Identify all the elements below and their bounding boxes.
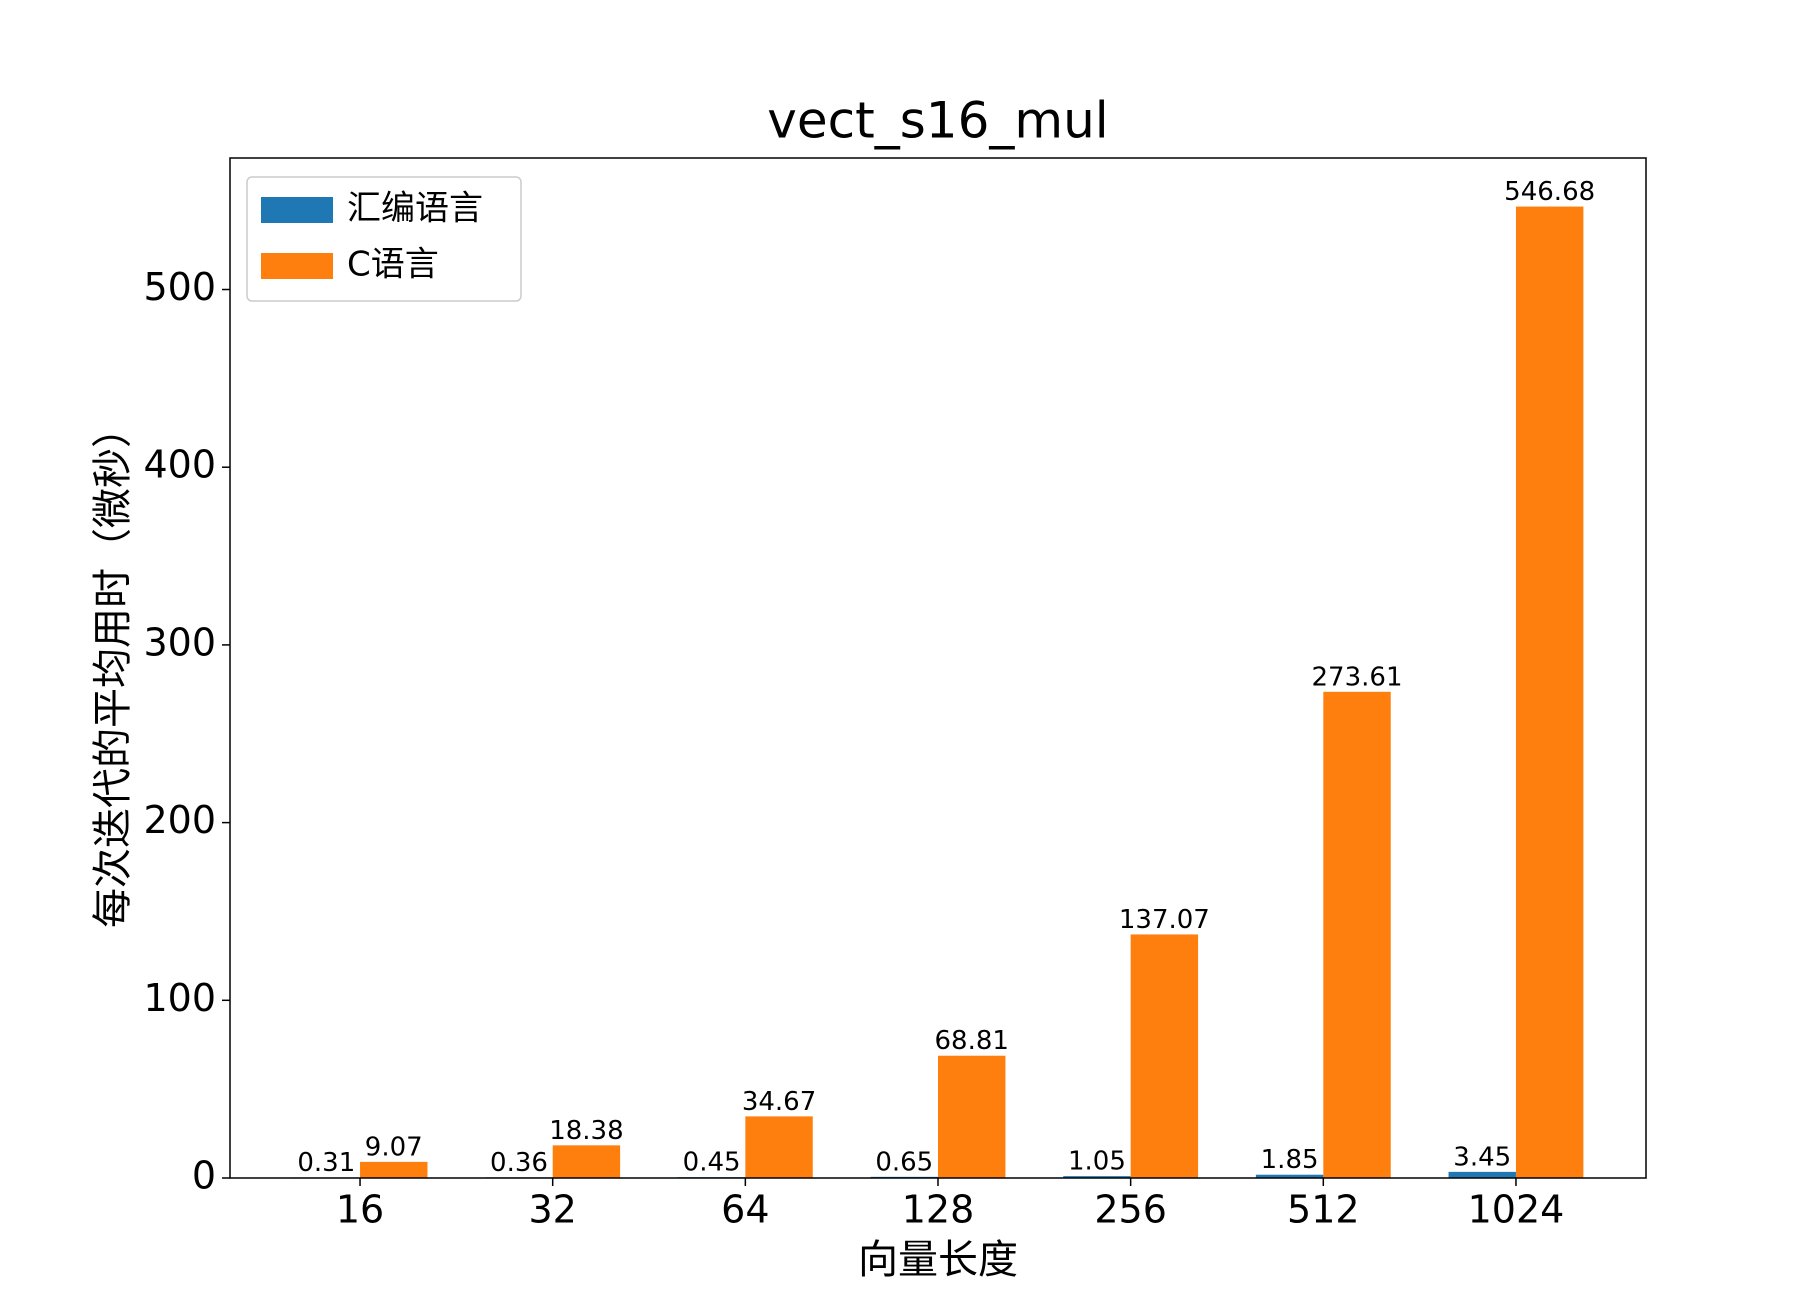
- value-label: 1.85: [1261, 1145, 1319, 1175]
- legend-swatch: [261, 197, 333, 223]
- x-tick-label: 32: [529, 1188, 577, 1232]
- value-label: 546.68: [1504, 177, 1595, 207]
- y-tick-label: 400: [143, 443, 216, 487]
- bar: [1130, 934, 1199, 1178]
- value-label: 68.81: [934, 1026, 1008, 1056]
- x-axis-label: 向量长度: [858, 1237, 1018, 1283]
- bar: [938, 1055, 1006, 1178]
- bar: [1448, 1171, 1516, 1178]
- bar: [360, 1161, 428, 1178]
- value-label: 1.05: [1068, 1147, 1126, 1177]
- x-tick-label: 16: [336, 1188, 384, 1232]
- value-label: 18.38: [549, 1116, 623, 1146]
- legend-swatch: [261, 253, 333, 279]
- y-tick-label: 100: [143, 976, 216, 1020]
- bar: [552, 1145, 621, 1178]
- bar: [1515, 206, 1584, 1179]
- value-label: 3.45: [1453, 1142, 1511, 1172]
- legend-label: C语言: [347, 245, 439, 285]
- y-tick-label: 0: [192, 1154, 216, 1198]
- y-tick-label: 300: [143, 620, 216, 664]
- bar: [1255, 1174, 1324, 1178]
- value-label: 137.07: [1119, 905, 1210, 935]
- value-label: 34.67: [742, 1087, 816, 1117]
- y-tick-label: 200: [143, 798, 216, 842]
- bar: [1323, 691, 1391, 1178]
- value-label: 0.31: [297, 1148, 355, 1178]
- legend-label: 汇编语言: [347, 189, 483, 229]
- value-label: 0.65: [875, 1147, 933, 1177]
- x-tick-label: 64: [721, 1188, 769, 1232]
- chart-title: vect_s16_mul: [767, 92, 1108, 150]
- x-tick-label: 512: [1287, 1188, 1360, 1232]
- y-tick-label: 500: [143, 265, 216, 309]
- value-label: 273.61: [1312, 662, 1403, 692]
- value-label: 0.36: [490, 1148, 548, 1178]
- plot-frame: [229, 157, 1647, 1179]
- bar: [745, 1116, 813, 1178]
- x-tick-label: 128: [902, 1188, 975, 1232]
- value-label: 0.45: [683, 1148, 741, 1178]
- y-axis-label: 每次迭代的平均用时（微秒）: [90, 408, 136, 928]
- value-label: 9.07: [365, 1132, 423, 1162]
- bar: [1063, 1176, 1131, 1178]
- x-tick-label: 1024: [1468, 1188, 1565, 1232]
- x-tick-label: 256: [1094, 1188, 1167, 1232]
